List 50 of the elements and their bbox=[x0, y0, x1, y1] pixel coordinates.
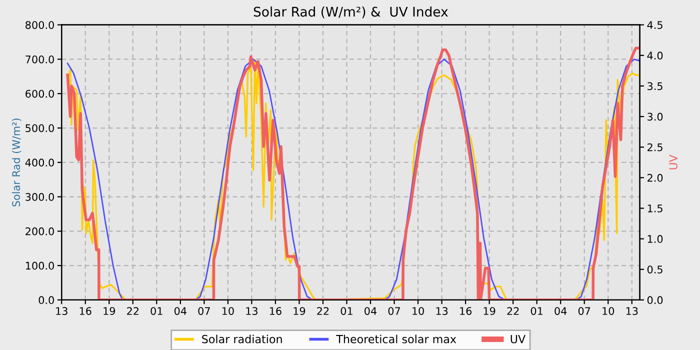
x-tick-label: 13 bbox=[626, 307, 638, 315]
x-tick-label: 19 bbox=[484, 307, 496, 315]
x-tick-label: 19 bbox=[104, 307, 116, 315]
x-tick-label: 13 bbox=[436, 307, 448, 315]
x-tick-label: 22 bbox=[507, 307, 519, 315]
y-tick-label: 400.0 bbox=[25, 158, 54, 167]
y2-tick-label: 2.5 bbox=[648, 143, 662, 152]
y-tick-label: 700.0 bbox=[26, 55, 54, 64]
x-tick-label: 13 bbox=[246, 307, 258, 315]
y2-axis-title: UV bbox=[669, 154, 678, 170]
y-tick-label: 300.0 bbox=[26, 193, 54, 201]
x-tick-label: 01 bbox=[150, 307, 162, 315]
legend-label: UV bbox=[510, 335, 526, 344]
x-tick-label: 01 bbox=[530, 307, 542, 315]
x-tick-label: 19 bbox=[294, 307, 306, 315]
y2-tick-label: 3.0 bbox=[648, 112, 663, 121]
x-tick-label: 07 bbox=[388, 307, 400, 315]
x-tick-label: 01 bbox=[340, 307, 352, 315]
y2-tick-label: 3.5 bbox=[648, 82, 662, 90]
y-tick-label: 200.0 bbox=[26, 227, 54, 236]
y2-tick-label: 4.0 bbox=[647, 52, 663, 60]
y2-tick-label: 4.5 bbox=[647, 21, 662, 29]
x-tick-label: 13 bbox=[56, 307, 68, 315]
chart-title: Solar Rad (W/m²) & UV Index bbox=[254, 6, 448, 18]
x-tick-label: 16 bbox=[80, 307, 92, 315]
y2-tick-label: 0.0 bbox=[647, 296, 663, 304]
legend-label: Solar radiation bbox=[202, 334, 282, 344]
y2-tick-label: 1.5 bbox=[648, 204, 662, 212]
y-axis-title: Solar Rad (W/m²) bbox=[12, 118, 22, 206]
x-tick-label: 22 bbox=[127, 307, 138, 315]
x-tick-label: 04 bbox=[364, 307, 377, 315]
x-tick-label: 22 bbox=[317, 307, 329, 315]
x-tick-label: 10 bbox=[222, 307, 234, 315]
y2-tick-label: 2.0 bbox=[648, 174, 663, 182]
y-tick-label: 800.0 bbox=[26, 21, 54, 29]
x-tick-label: 10 bbox=[412, 307, 424, 315]
y2-tick-label: 1.0 bbox=[648, 235, 663, 243]
y-tick-label: 100.0 bbox=[26, 262, 54, 270]
x-tick-label: 07 bbox=[198, 307, 210, 315]
y-tick-label: 600.0 bbox=[26, 90, 54, 98]
y2-tick-label: 0.5 bbox=[647, 266, 662, 274]
y-tick-label: 0.0 bbox=[38, 296, 54, 304]
x-tick-label: 10 bbox=[602, 307, 614, 315]
x-tick-label: 16 bbox=[460, 307, 472, 315]
legend-label: Theoretical solar max bbox=[336, 334, 456, 344]
x-tick-label: 07 bbox=[578, 307, 590, 315]
x-tick-label: 16 bbox=[270, 307, 282, 315]
x-tick-label: 04 bbox=[554, 307, 567, 315]
x-tick-label: 04 bbox=[174, 307, 186, 315]
y-tick-label: 500.0 bbox=[26, 124, 54, 132]
